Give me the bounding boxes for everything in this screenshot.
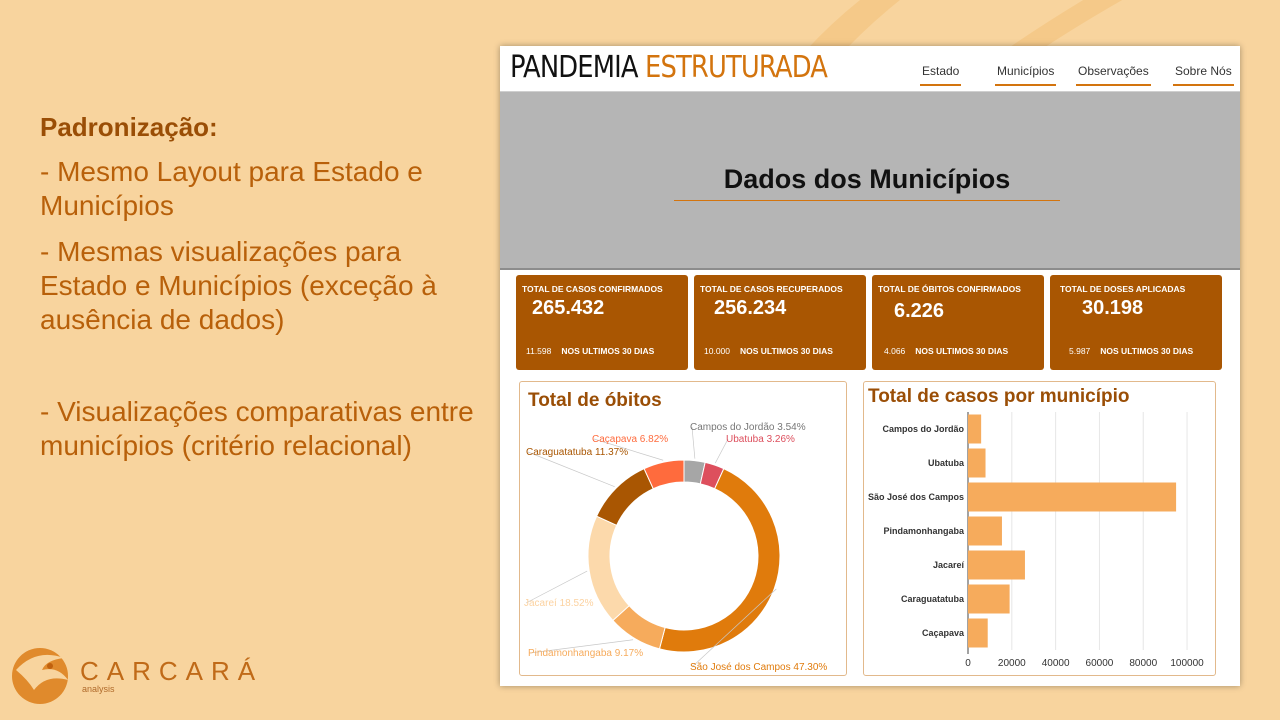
kpi-sub-label: NOS ULTIMOS 30 DIAS <box>915 346 1009 356</box>
donut-data-label: Caraguatatuba 11.37% <box>526 447 628 458</box>
dashboard-window: PANDEMIA ESTRUTURADA Estado Municípios O… <box>500 46 1240 686</box>
x-tick-label: 80000 <box>1129 658 1157 669</box>
kpi-sub-label: NOS ULTIMOS 30 DIAS <box>561 346 655 356</box>
kpi-sub-value: 11.598 <box>526 346 552 356</box>
donut-slice-7[interactable] <box>643 459 685 490</box>
bar-5[interactable] <box>968 550 1025 580</box>
kpi-value: 30.198 <box>1082 297 1144 319</box>
casos-chart-card: Total de casos por município 0 20000 40000… <box>863 381 1216 676</box>
kpi-subtext: 10.000 NOS ULTIMOS 30 DIAS <box>704 346 833 356</box>
slide-text: Padronização: - Mesmo Layout para Estado… <box>40 112 490 475</box>
bar-7[interactable] <box>968 618 988 648</box>
brand-part1: PANDEMIA <box>510 50 639 85</box>
nav-observacoes[interactable]: Observações <box>1076 64 1151 86</box>
donut-data-label: Jacareí 18.52% <box>524 598 594 609</box>
kpi-card-casos-confirmados: TOTAL DE CASOS CONFIRMADOS 265.432 11.59… <box>516 275 688 370</box>
title-underline <box>674 200 1060 201</box>
kpi-title: TOTAL DE ÓBITOS CONFIRMADOS <box>878 284 1021 294</box>
donut-leader-line <box>691 426 696 459</box>
nav-municipios[interactable]: Municípios <box>994 64 1057 86</box>
y-category-label: São José dos Campos <box>868 492 964 502</box>
kpi-value: 265.432 <box>532 297 605 319</box>
kpi-card-casos-recuperados: TOTAL DE CASOS RECUPERADOS 256.234 10.00… <box>694 275 866 370</box>
casos-bar-chart: 0 20000 40000 60000 80000 100000 Campos do Jor… <box>868 412 1204 669</box>
donut-leader-line <box>529 639 634 654</box>
kpi-card-obitos-confirmados: TOTAL DE ÓBITOS CONFIRMADOS 6.226 4.066 N… <box>872 275 1044 370</box>
donut-slice-6[interactable] <box>595 468 654 526</box>
x-tick-label: 20000 <box>998 658 1026 669</box>
top-navbar: PANDEMIA ESTRUTURADA Estado Municípios O… <box>500 46 1240 92</box>
kpi-sub-label: NOS ULTIMOS 30 DIAS <box>740 346 833 356</box>
obitos-chart-title: Total de óbitos <box>528 390 662 411</box>
kpi-sub-value: 10.000 <box>704 346 730 356</box>
kpi-subtext: 5.987 NOS ULTIMOS 30 DIAS <box>1069 346 1193 356</box>
logo-name: CARCARÁ <box>80 655 264 686</box>
y-category-label: Jacareí <box>933 560 965 570</box>
kpi-subtext: 11.598 NOS ULTIMOS 30 DIAS <box>526 346 654 356</box>
slide-bullet: - Mesmo Layout para Estado e Municípios <box>40 156 423 221</box>
bar-4[interactable] <box>968 516 1002 546</box>
logo-subtitle: analysis <box>82 684 115 694</box>
x-tick-label: 100000 <box>1170 658 1204 669</box>
slide-bullet: - Visualizações comparativas entre munic… <box>40 396 474 461</box>
donut-slice-3[interactable] <box>658 467 781 653</box>
y-category-label: Pindamonhangaba <box>883 526 965 536</box>
donut-leader-line <box>527 451 615 488</box>
y-category-label: Campos do Jordão <box>882 424 964 434</box>
obitos-chart-card: Total de óbitos Campos do Jordão 3.54% Ub… <box>519 381 847 676</box>
nav-estado[interactable]: Estado <box>919 64 962 86</box>
x-tick-label: 0 <box>965 658 971 669</box>
kpi-sub-value: 5.987 <box>1069 346 1091 356</box>
kpi-card-doses-aplicadas: TOTAL DE DOSES APLICADAS 30.198 5.987 NOS… <box>1050 275 1222 370</box>
kpi-sub-value: 4.066 <box>884 346 906 356</box>
bird-logo-icon <box>12 648 68 704</box>
bar-3[interactable] <box>968 482 1177 512</box>
obitos-donut-chart: Campos do Jordão 3.54%Ubatuba 3.26% São J… <box>524 422 827 673</box>
donut-leader-line <box>714 438 729 464</box>
donut-slice-5[interactable] <box>587 515 630 622</box>
donut-data-label: São José dos Campos 47.30% <box>690 662 827 673</box>
page-banner: Dados dos Municípios <box>500 92 1240 270</box>
casos-chart-title: Total de casos por município <box>868 386 1130 407</box>
kpi-title: TOTAL DE CASOS CONFIRMADOS <box>522 284 663 294</box>
bar-6[interactable] <box>968 584 1010 614</box>
nav-sobre-nos[interactable]: Sobre Nós <box>1173 64 1234 86</box>
brand-part2: ESTRUTURADA <box>645 50 828 85</box>
slide-heading: Padronização: <box>40 112 218 142</box>
bar-1[interactable] <box>968 414 982 444</box>
donut-data-label: Caçapava 6.82% <box>592 434 668 445</box>
y-category-label: Caraguatatuba <box>901 594 965 604</box>
x-tick-label: 40000 <box>1042 658 1070 669</box>
x-tick-label: 60000 <box>1086 658 1114 669</box>
kpi-subtext: 4.066 NOS ULTIMOS 30 DIAS <box>884 346 1008 356</box>
donut-data-label: Ubatuba 3.26% <box>726 434 795 445</box>
kpi-value: 6.226 <box>894 300 945 322</box>
kpi-sub-label: NOS ULTIMOS 30 DIAS <box>1100 346 1194 356</box>
donut-data-label: Campos do Jordão 3.54% <box>690 422 806 433</box>
donut-data-label: Pindamonhangaba 9.17% <box>528 648 643 659</box>
bar-2[interactable] <box>968 448 986 478</box>
kpi-title: TOTAL DE CASOS RECUPERADOS <box>700 284 843 294</box>
y-category-label: Ubatuba <box>928 458 965 468</box>
kpi-value: 256.234 <box>714 297 787 319</box>
carcara-logo: CARCARÁ analysis <box>6 640 263 710</box>
kpi-title: TOTAL DE DOSES APLICADAS <box>1060 284 1186 294</box>
donut-leader-line <box>691 588 777 668</box>
slide-bullet: - Mesmas visualizações para Estado e Mun… <box>40 236 437 335</box>
donut-leader-line <box>593 438 664 461</box>
y-category-label: Caçapava <box>922 628 965 638</box>
page-title: Dados dos Municípios <box>723 164 1011 194</box>
donut-leader-line <box>525 570 588 604</box>
brand-logo: PANDEMIA ESTRUTURADA <box>510 50 828 85</box>
